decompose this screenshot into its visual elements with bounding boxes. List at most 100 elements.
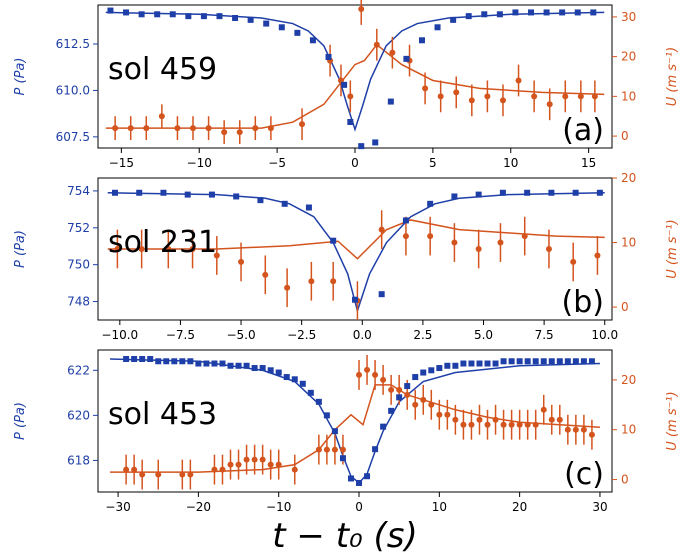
pressure-point <box>259 365 266 372</box>
x-tick-label: −10 <box>266 500 291 514</box>
wind-point <box>572 426 579 433</box>
pressure-point <box>556 358 563 365</box>
wind-point <box>396 386 403 393</box>
wind-point <box>238 258 245 265</box>
wind-point <box>235 461 242 468</box>
pressure-point <box>347 119 354 125</box>
left-y-tick-label: 610.0 <box>56 83 90 97</box>
wind-point <box>436 411 443 418</box>
wind-point <box>444 411 451 418</box>
pressure-point <box>163 358 170 365</box>
wind-point <box>412 401 419 408</box>
x-tick-label: 10 <box>503 156 518 170</box>
wind-point <box>452 416 459 423</box>
pressure-point <box>496 11 503 18</box>
x-axis-label: t − t₀ (s) <box>272 516 417 556</box>
pressure-point <box>267 367 274 374</box>
pressure-point <box>243 362 250 369</box>
wind-point <box>339 446 346 453</box>
wind-point <box>404 391 411 398</box>
pressure-point <box>543 9 550 16</box>
x-tick-label: −10.0 <box>101 328 138 342</box>
wind-point <box>299 121 306 128</box>
pressure-point <box>307 389 314 396</box>
pressure-point <box>309 37 316 44</box>
pressure-point <box>596 189 603 196</box>
pressure-point <box>588 358 595 365</box>
pressure-point <box>481 11 488 18</box>
pressure-point <box>508 358 515 365</box>
x-tick-label: 10 <box>432 500 447 514</box>
pressure-point <box>402 217 409 224</box>
pressure-point <box>378 291 385 298</box>
pressure-point <box>532 358 539 365</box>
pressure-point <box>323 412 330 419</box>
wind-point <box>389 49 396 56</box>
wind-point <box>378 226 385 233</box>
x-tick-label: −5 <box>268 156 286 170</box>
wind-point <box>373 41 380 48</box>
wind-point <box>591 93 598 100</box>
pressure-fit-line <box>105 11 605 132</box>
wind-point <box>422 85 429 92</box>
pressure-point <box>436 365 443 372</box>
wind-point <box>227 461 234 468</box>
left-y-tick-label: 752 <box>67 221 90 235</box>
pressure-point <box>200 13 207 20</box>
wind-point <box>588 431 595 438</box>
pressure-point <box>147 356 154 363</box>
wind-point <box>112 125 119 132</box>
pressure-point <box>155 358 162 365</box>
wind-point <box>275 461 282 468</box>
x-tick-label: 5 <box>429 156 437 170</box>
pressure-point <box>548 189 555 196</box>
pressure-point <box>325 54 332 60</box>
pressure-point <box>572 358 579 365</box>
wind-point <box>499 97 506 104</box>
wind-point <box>500 421 507 428</box>
pressure-point <box>476 360 483 367</box>
pressure-point <box>574 9 581 16</box>
pressure-point <box>372 446 379 453</box>
x-tick-label: 7.5 <box>535 328 554 342</box>
wind-point <box>545 246 552 252</box>
wind-point <box>468 421 475 428</box>
wind-point <box>179 471 186 478</box>
pressure-point <box>331 428 338 435</box>
left-y-axis-label: P (Pa) <box>13 230 28 268</box>
wind-point <box>428 401 435 408</box>
pressure-point <box>524 358 531 365</box>
wind-point <box>131 466 138 473</box>
left-y-tick-label: 612.5 <box>56 37 90 51</box>
wind-point <box>262 271 269 278</box>
wind-point <box>437 93 444 100</box>
pressure-point <box>540 358 547 365</box>
x-tick-label: −7.5 <box>166 328 195 342</box>
right-y-tick-label: 0 <box>621 300 629 314</box>
right-y-tick-label: 30 <box>621 10 636 24</box>
pressure-point <box>516 358 523 365</box>
pressure-point <box>211 360 218 367</box>
wind-point <box>219 466 226 473</box>
wind-point <box>388 386 395 393</box>
wind-point <box>213 252 220 259</box>
wind-point <box>380 376 387 383</box>
pressure-point <box>450 16 457 23</box>
pressure-point <box>356 479 363 486</box>
pressure-point <box>247 16 254 23</box>
wind-point <box>532 421 539 428</box>
pressure-point <box>418 37 425 44</box>
wind-point <box>251 456 258 463</box>
pressure-point <box>341 81 348 88</box>
pressure-point <box>460 360 467 367</box>
pressure-point <box>492 360 499 367</box>
pressure-point <box>208 191 215 198</box>
wind-point <box>564 426 571 433</box>
x-tick-label: −15 <box>109 156 134 170</box>
pressure-point <box>387 98 394 105</box>
pressure-point <box>524 189 531 196</box>
wind-point <box>205 125 212 132</box>
wind-point <box>221 129 228 136</box>
left-y-tick-label: 618 <box>67 453 90 467</box>
